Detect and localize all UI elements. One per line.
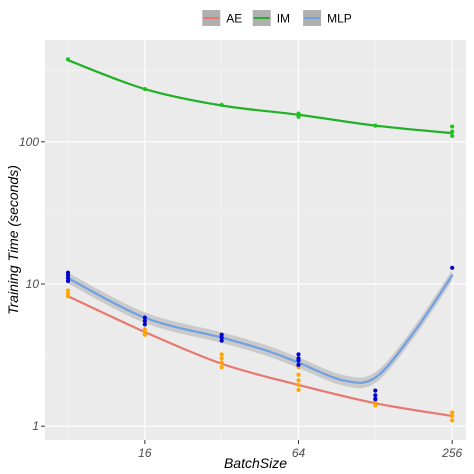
line-mlp [66, 274, 454, 384]
point-ae [65, 288, 71, 293]
point-im [142, 86, 147, 92]
point-mlp [296, 356, 301, 361]
point-ae [296, 372, 301, 377]
point-ae [219, 365, 224, 370]
y-tick-label: 100 [19, 135, 39, 149]
point-ae [219, 356, 224, 361]
point-mlp [373, 397, 378, 402]
line-ae [66, 295, 454, 418]
legend-label-ae: AE [226, 12, 242, 26]
point-im [373, 123, 378, 128]
point-mlp [450, 265, 455, 270]
point-im [219, 102, 224, 107]
point-ae [142, 327, 147, 332]
legend-item-mlp: MLP [303, 10, 352, 26]
point-mlp [296, 362, 301, 367]
point-mlp [219, 332, 224, 337]
point-mlp [65, 270, 71, 275]
x-tick-label: 256 [441, 446, 462, 460]
point-ae [219, 352, 224, 357]
point-ae [296, 387, 301, 393]
point-ae [296, 378, 301, 383]
point-mlp [373, 393, 378, 398]
plot-panel [45, 40, 466, 440]
x-tick-label: 16 [138, 446, 152, 460]
point-mlp [219, 338, 224, 343]
y-tick-label: 1 [32, 419, 39, 433]
legend-item-im: IM [252, 10, 290, 26]
point-mlp [142, 315, 147, 320]
point-ae [450, 418, 455, 423]
point-mlp [219, 335, 224, 340]
y-axis-title: Training Time (seconds) [5, 165, 21, 315]
legend: AE IM MLP [202, 10, 352, 26]
x-axis-ticks: 16 64 256 [138, 440, 463, 460]
y-tick-label: 10 [26, 277, 40, 291]
series-lines [66, 59, 454, 418]
data-points [65, 57, 455, 423]
point-im [450, 133, 455, 139]
point-im [296, 111, 301, 116]
point-ae [296, 382, 301, 388]
point-ae [65, 294, 71, 299]
x-tick-label: 64 [292, 446, 306, 460]
y-axis-ticks: 1 10 100 [19, 135, 45, 433]
point-im [296, 114, 301, 119]
legend-label-mlp: MLP [327, 12, 352, 26]
line-im [66, 59, 454, 135]
point-ae [219, 360, 224, 365]
point-im [450, 124, 455, 129]
point-mlp [65, 278, 71, 284]
x-axis-title: BatchSize [224, 455, 287, 471]
point-im [450, 129, 455, 134]
point-ae [450, 413, 455, 419]
point-ae [373, 403, 378, 408]
legend-item-ae: AE [202, 10, 242, 26]
point-mlp [142, 322, 147, 327]
point-mlp [142, 318, 147, 324]
grid [45, 40, 466, 440]
point-im [65, 57, 71, 62]
point-mlp [296, 352, 301, 357]
point-mlp [373, 388, 378, 393]
point-ae [450, 410, 455, 415]
legend-label-im: IM [277, 12, 290, 26]
